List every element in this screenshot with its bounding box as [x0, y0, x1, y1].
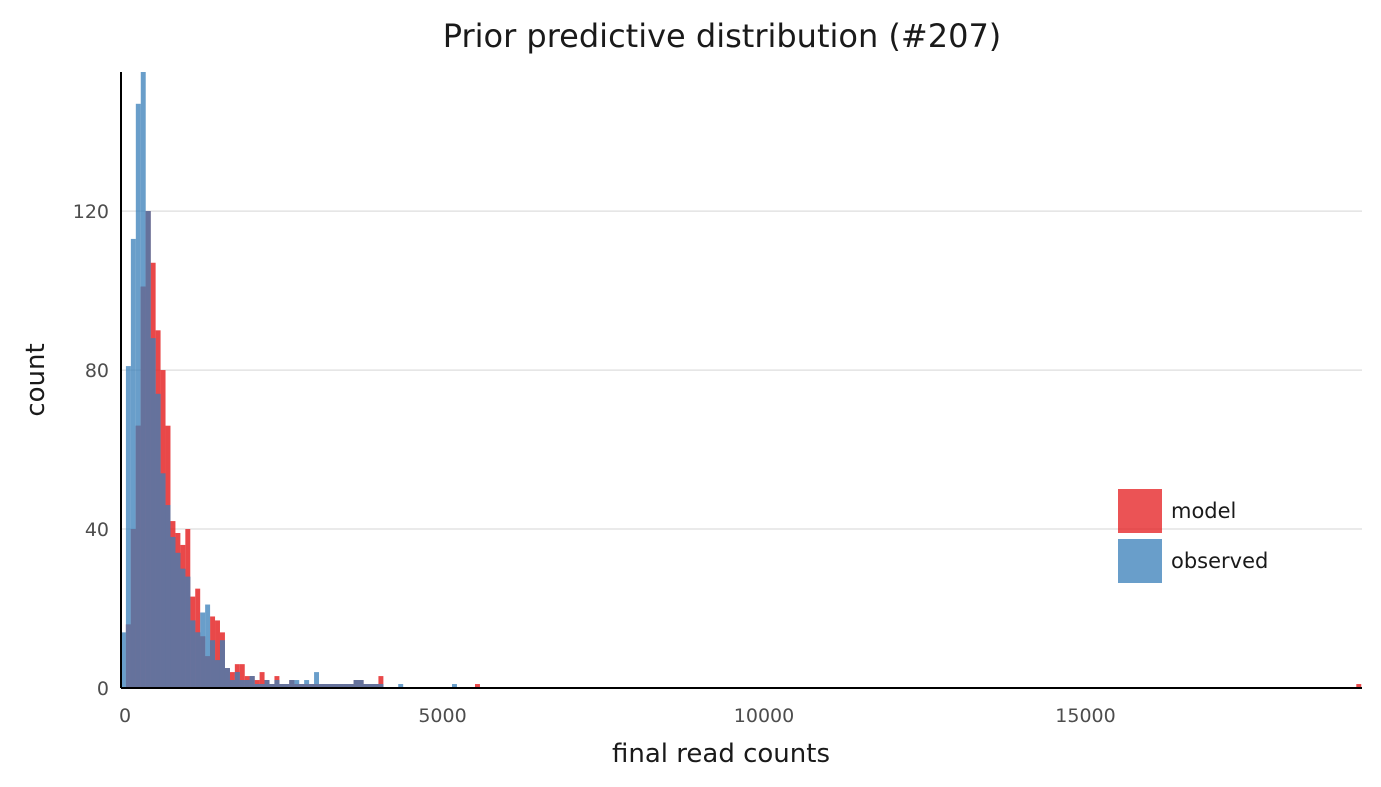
bar-overlap	[219, 640, 225, 688]
bar-overlap	[155, 393, 161, 688]
bar-overlap	[244, 680, 250, 688]
bar-observed	[451, 684, 457, 688]
bar-observed	[135, 103, 141, 688]
bar-model	[475, 684, 480, 688]
bar-overlap	[363, 684, 369, 688]
y-axis-label: count	[21, 343, 51, 416]
bar-overlap	[289, 680, 295, 688]
bar-overlap	[343, 684, 349, 688]
bar-overlap	[135, 425, 141, 688]
bar-overlap	[170, 536, 176, 688]
x-axis-label: final read counts	[612, 739, 830, 769]
bar-overlap	[200, 636, 206, 688]
bar-observed	[130, 238, 136, 688]
bar-overlap	[140, 286, 146, 688]
legend-swatch-model	[1118, 489, 1162, 533]
bar-overlap	[239, 680, 245, 688]
bar-overlap	[323, 684, 329, 688]
bar-observed	[120, 632, 126, 688]
bar-overlap	[314, 684, 320, 688]
bar-model	[1356, 684, 1362, 688]
bar-overlap	[215, 660, 220, 688]
bar-overlap	[210, 640, 216, 688]
legend-label-observed: observed	[1171, 549, 1268, 573]
bar-overlap	[234, 672, 240, 688]
bar-model	[259, 672, 265, 688]
bar-observed	[205, 604, 211, 688]
y-axis-ticks: 0 40 80 120	[73, 201, 109, 700]
bar-overlap	[299, 684, 305, 688]
bar-overlap	[294, 684, 300, 688]
bar-overlap	[150, 338, 156, 688]
overlap-bars	[125, 211, 384, 688]
legend: model observed	[1118, 489, 1268, 583]
bar-overlap	[195, 632, 201, 688]
bar-overlap	[254, 684, 260, 688]
chart-title: Prior predictive distribution (#207)	[443, 17, 1002, 55]
y-tick-label: 120	[73, 201, 109, 223]
legend-label-model: model	[1171, 499, 1236, 523]
bar-overlap	[269, 684, 275, 688]
bar-overlap	[249, 676, 255, 688]
bar-overlap	[224, 668, 230, 688]
bar-overlap	[338, 684, 344, 688]
bar-overlap	[180, 568, 186, 688]
bar-model	[239, 664, 245, 688]
bar-overlap	[333, 684, 339, 688]
bar-overlap	[319, 684, 324, 688]
bar-overlap	[358, 680, 364, 688]
bar-model	[378, 676, 384, 688]
bar-observed	[314, 672, 320, 688]
bar-overlap	[373, 684, 379, 688]
x-tick-label: 15000	[1055, 705, 1115, 727]
bar-overlap	[279, 684, 285, 688]
gridlines	[121, 210, 1362, 530]
bar-overlap	[328, 684, 334, 688]
bar-overlap	[284, 684, 290, 688]
bar-overlap	[160, 473, 166, 688]
bar-overlap	[130, 529, 136, 688]
bar-overlap	[205, 656, 211, 688]
bar-overlap	[264, 680, 270, 688]
bar-observed	[398, 684, 404, 688]
bar-overlap	[304, 684, 310, 688]
model-bars	[125, 211, 1362, 688]
y-tick-label: 80	[85, 360, 109, 382]
bar-overlap	[309, 684, 315, 688]
bar-overlap	[165, 505, 171, 688]
bar-overlap	[190, 620, 196, 688]
bar-overlap	[125, 624, 131, 688]
bar-model	[215, 620, 220, 688]
bar-overlap	[229, 680, 235, 688]
x-tick-label: 0	[119, 705, 131, 727]
bar-overlap	[353, 680, 359, 688]
y-tick-label: 40	[85, 519, 109, 541]
bar-overlap	[368, 684, 374, 688]
bar-overlap	[378, 684, 384, 688]
x-tick-label: 10000	[734, 705, 794, 727]
bar-overlap	[145, 211, 151, 688]
bar-overlap	[259, 684, 265, 688]
bar-overlap	[274, 680, 280, 688]
y-tick-label: 0	[97, 678, 109, 700]
x-tick-label: 5000	[418, 705, 466, 727]
bar-overlap	[348, 684, 354, 688]
legend-swatch-observed	[1118, 539, 1162, 583]
bar-observed	[125, 366, 131, 688]
x-axis-ticks: 0 5000 10000 15000	[119, 705, 1116, 727]
bar-overlap	[175, 552, 181, 688]
bar-overlap	[185, 576, 191, 688]
